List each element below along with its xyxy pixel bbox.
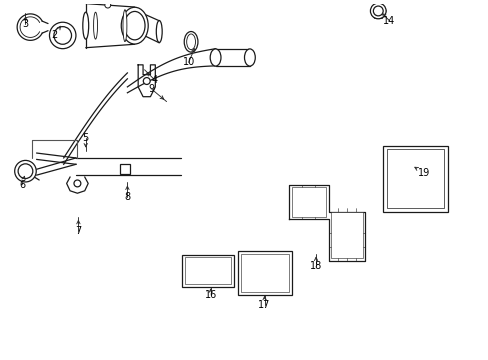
Ellipse shape	[93, 12, 97, 39]
Bar	[182, 255, 233, 287]
Text: 4: 4	[151, 75, 157, 85]
Circle shape	[373, 6, 383, 16]
Circle shape	[370, 3, 386, 19]
Bar	[120, 164, 130, 174]
Text: 3: 3	[22, 19, 28, 29]
Circle shape	[74, 180, 81, 187]
Bar	[240, 254, 288, 292]
Circle shape	[143, 78, 150, 85]
Bar	[184, 257, 231, 284]
Text: 16: 16	[204, 290, 216, 300]
Text: 8: 8	[124, 192, 130, 202]
Circle shape	[15, 161, 36, 182]
Ellipse shape	[156, 21, 162, 42]
Ellipse shape	[184, 32, 198, 52]
Text: 5: 5	[82, 133, 89, 143]
Ellipse shape	[244, 49, 255, 66]
Text: 18: 18	[309, 261, 322, 271]
Ellipse shape	[410, 0, 420, 1]
Ellipse shape	[82, 12, 88, 39]
Text: 2: 2	[51, 31, 57, 40]
Text: 14: 14	[383, 16, 395, 26]
Ellipse shape	[124, 12, 145, 40]
Bar	[330, 212, 362, 258]
Circle shape	[18, 164, 33, 179]
Text: 9: 9	[148, 84, 155, 94]
Bar	[383, 146, 447, 212]
Circle shape	[54, 27, 71, 44]
Text: 19: 19	[417, 168, 429, 177]
Bar	[291, 187, 325, 217]
Bar	[386, 149, 444, 208]
Text: 7: 7	[75, 226, 81, 237]
Text: 10: 10	[182, 57, 194, 67]
Ellipse shape	[203, 0, 218, 1]
Circle shape	[104, 2, 110, 8]
Ellipse shape	[210, 49, 221, 66]
Bar	[237, 251, 291, 295]
Text: 6: 6	[19, 180, 25, 190]
Circle shape	[49, 22, 76, 49]
Ellipse shape	[121, 7, 148, 44]
Ellipse shape	[186, 34, 195, 50]
Text: 17: 17	[258, 300, 270, 310]
Ellipse shape	[122, 10, 127, 41]
